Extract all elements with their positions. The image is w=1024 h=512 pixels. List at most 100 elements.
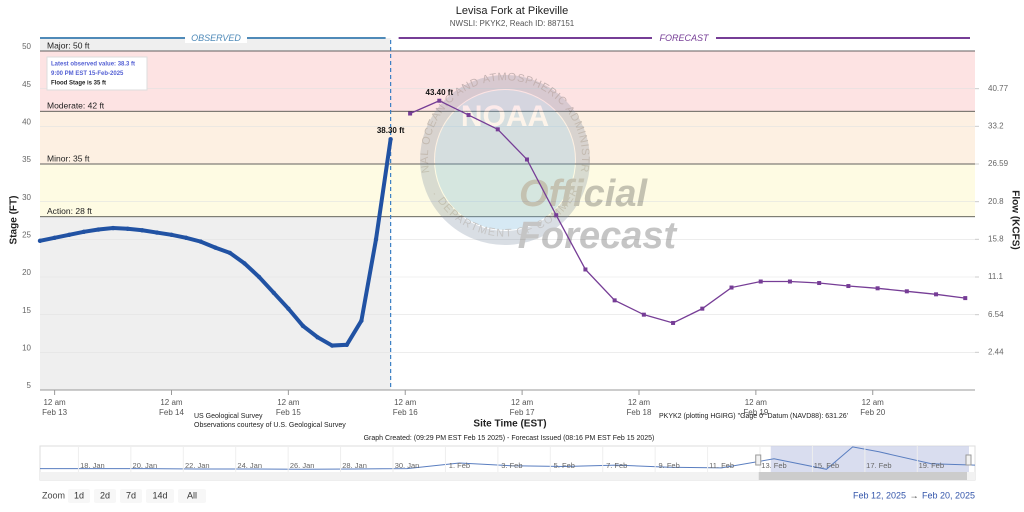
observed-point [256, 274, 262, 280]
observed-point [169, 232, 174, 238]
y-tick-label: 40 [22, 117, 31, 126]
y-tick-label: 45 [22, 80, 31, 89]
navigator-handle[interactable] [755, 454, 762, 466]
zoom-button-label[interactable]: All [187, 490, 197, 500]
observed-point [271, 290, 276, 296]
y-tick-label: 15 [22, 306, 31, 315]
zoom-button-bg[interactable] [146, 489, 174, 503]
x-tick-label: Feb 13 [42, 408, 67, 417]
navigator-label: 28. Jan [342, 461, 367, 470]
observed-point [154, 230, 160, 235]
observed-point [388, 136, 393, 142]
y2-tick-label: 40.77 [988, 84, 1009, 93]
threshold-label: Action: 28 ft [47, 206, 93, 216]
navigator-label: 7. Feb [606, 461, 627, 470]
zoom-button-label[interactable]: 7d [126, 490, 136, 500]
navigator-label: 9. Feb [659, 461, 680, 470]
observed-point [300, 323, 306, 329]
range-to[interactable]: Feb 20, 2025 [922, 490, 975, 500]
watermark-center: NOAA [461, 100, 549, 133]
x-tick-label: 12 am [745, 398, 768, 407]
y-tick-label: 30 [22, 193, 31, 202]
observed-point [373, 237, 379, 242]
y2-tick-label: 11.1 [988, 272, 1004, 281]
x-tick-label: Feb 17 [510, 408, 535, 417]
navigator-label: 11. Feb [709, 461, 734, 470]
forecast-point [758, 279, 763, 284]
forecast-point [408, 111, 413, 116]
forecast-point [671, 320, 676, 325]
zoom-button-bg[interactable] [178, 489, 206, 503]
forecast-point [700, 306, 705, 311]
zoom-button[interactable]: All [178, 489, 206, 503]
x-tick-label: 12 am [160, 398, 183, 407]
zoom-button[interactable]: 7d [120, 489, 142, 503]
navigator-label: 1. Feb [449, 461, 470, 470]
chart-subtitle: NWSLI: PKYK2, Reach ID: 887151 [450, 19, 575, 28]
x-tick-label: 12 am [43, 398, 66, 407]
navigator-label: 22. Jan [185, 461, 210, 470]
navigator-label: 5. Feb [554, 461, 575, 470]
forecast-line [409, 100, 966, 324]
forecast-point [787, 279, 792, 284]
forecast-point [466, 113, 471, 118]
zoom-button-bg[interactable] [68, 489, 90, 503]
x-tick-label: Feb 18 [627, 408, 652, 417]
navigator-line [40, 446, 976, 470]
navigator-handle[interactable] [965, 454, 972, 466]
threshold-label: Moderate: 42 ft [47, 101, 105, 111]
navigator-label: 13. Feb [761, 461, 786, 470]
chart-title: Levisa Fork at Pikeville [456, 5, 569, 17]
navigator-label: 15. Feb [814, 461, 839, 470]
noaa-logo [420, 75, 590, 245]
observed-point [286, 306, 291, 311]
navigator-label: 19. Feb [919, 461, 944, 470]
zoom-button-label[interactable]: 1d [74, 490, 84, 500]
forecast-point [554, 213, 559, 218]
range-from[interactable]: Feb 12, 2025 [853, 490, 906, 500]
zoom-button-label[interactable]: 2d [100, 490, 110, 500]
flood-band [40, 164, 975, 217]
observed-banner: OBSERVED [191, 33, 241, 43]
forecast-point [641, 312, 646, 317]
y-tick-label: 25 [22, 230, 31, 239]
zoom-button-bg[interactable] [120, 489, 142, 503]
observed-point [67, 232, 72, 238]
y2-tick-label: 6.54 [988, 310, 1004, 319]
x-tick-label: Feb 19 [743, 408, 768, 417]
navigator-label: 3. Feb [501, 461, 522, 470]
zoom-button-label[interactable]: 14d [152, 490, 167, 500]
range-arrow: → [910, 490, 919, 500]
note: US Geological Survey [194, 413, 263, 420]
y-tick-label: 35 [22, 155, 31, 164]
observed-point [344, 342, 349, 347]
banner-bg [652, 33, 716, 43]
value-label: 38.30 ft [377, 126, 405, 135]
observed-point [37, 238, 43, 244]
observed-point [125, 226, 130, 231]
zoom-button[interactable]: 14d [146, 489, 174, 503]
y-tick-label: 20 [22, 268, 31, 277]
forecast-point [963, 296, 968, 301]
info-text: 9:00 PM EST 15-Feb-2025 [51, 71, 124, 77]
observed-point [110, 225, 116, 231]
x-tick-label: 12 am [277, 398, 300, 407]
x-tick-label: 12 am [511, 398, 534, 407]
y2-tick-label: 26.59 [988, 159, 1009, 168]
observed-point [242, 261, 247, 266]
forecast-point [729, 285, 734, 290]
forecast-point [495, 127, 500, 132]
navigator-label: 30. Jan [395, 461, 420, 470]
observed-point [96, 227, 101, 232]
threshold-label: Minor: 35 ft [47, 153, 90, 163]
forecast-point [437, 98, 442, 103]
zoom-button-bg[interactable] [94, 489, 116, 503]
forecast-point [846, 284, 851, 289]
observed-point [213, 245, 218, 250]
observed-point [52, 235, 57, 241]
navigator-label: 18. Jan [80, 461, 105, 470]
zoom-button[interactable]: 1d [68, 489, 90, 503]
navigator-thumb[interactable] [758, 472, 967, 480]
zoom-button[interactable]: 2d [94, 489, 116, 503]
